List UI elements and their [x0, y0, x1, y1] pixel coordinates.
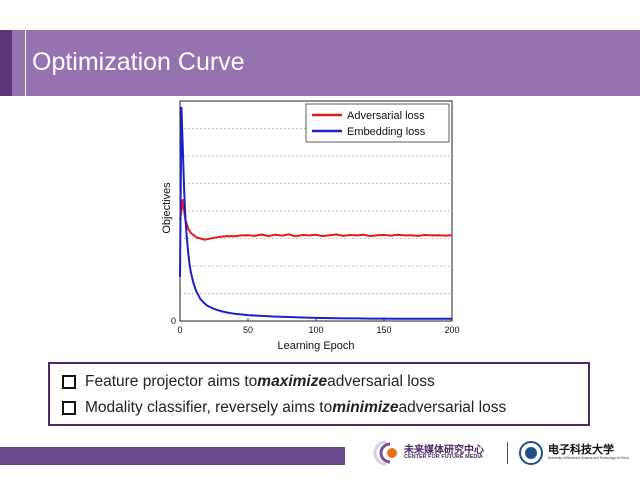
- bullet-emphasis: minimize: [332, 399, 399, 416]
- title-accent-block: [0, 30, 12, 96]
- legend-label-adversarial: Adversarial loss: [347, 110, 425, 122]
- legend-label-embedding: Embedding loss: [347, 126, 426, 138]
- footer-logos: 未来媒体研究中心 CENTER FOR FUTURE MEDIA 电子科技大学 …: [372, 438, 634, 468]
- x-tick-label: 50: [243, 325, 253, 335]
- x-tick-label: 0: [177, 325, 182, 335]
- chart-grid: [180, 128, 452, 294]
- future-media-logo-icon: [373, 440, 397, 466]
- title-divider: [25, 30, 26, 96]
- logo-cfm-english: CENTER FOR FUTURE MEDIA: [404, 454, 483, 460]
- y-tick-label: 0: [171, 316, 176, 326]
- x-tick-label: 200: [444, 325, 459, 335]
- title-bar: Optimization Curve: [0, 30, 640, 96]
- chart-ylabel: Objectives: [161, 182, 173, 234]
- adversarial-loss-line: [179, 199, 453, 241]
- bullet-emphasis: maximize: [257, 373, 328, 390]
- chart-ticks: 0 50 100 150 200 0: [171, 316, 460, 335]
- slide-title: Optimization Curve: [32, 48, 245, 76]
- legend-box: [305, 103, 450, 143]
- bullet-text-before: Modality classifier, reversely aims to: [85, 399, 333, 416]
- bullet-text-before: Feature projector aims to: [85, 373, 258, 390]
- logo-uestc-english: University of Electronic Science and Tec…: [548, 456, 629, 460]
- embedding-loss-line: [179, 106, 452, 320]
- bullet-text-after: adversarial loss: [327, 373, 435, 390]
- x-tick-label: 100: [308, 325, 323, 335]
- bullet-text-after: adversarial loss: [398, 399, 507, 416]
- bullet-item-maximize: Feature projector aims to maximize adver…: [62, 373, 435, 391]
- x-tick-label: 150: [376, 325, 391, 335]
- bullet-square-icon: [62, 401, 76, 415]
- chart-xlabel: Learning Epoch: [277, 340, 354, 352]
- bullet-square-icon: [62, 375, 76, 389]
- logo-cfm-chinese: 未来媒体研究中心: [404, 445, 484, 456]
- chart-legend: Adversarial loss Embedding loss: [305, 103, 450, 143]
- footer-bar: [0, 447, 345, 465]
- logo-uestc-chinese: 电子科技大学: [548, 443, 614, 456]
- chart-series: [179, 106, 453, 320]
- bullet-box: Feature projector aims to maximize adver…: [48, 362, 590, 426]
- uestc-seal-icon: [519, 441, 543, 465]
- bullet-item-minimize: Modality classifier, reversely aims to m…: [62, 399, 506, 417]
- logo-separator: [507, 442, 508, 464]
